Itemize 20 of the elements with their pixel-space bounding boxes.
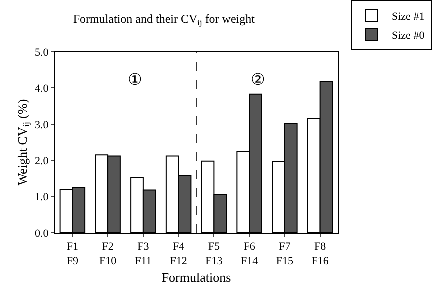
x-tick-label: F1 F9 (66, 241, 79, 268)
x-tick-label: F3 F11 (135, 241, 152, 268)
y-tick-label: 5.0 (35, 46, 50, 59)
x-tick-label: F4 F12 (170, 241, 188, 268)
y-tick-label: 1.0 (35, 192, 50, 204)
x-tick-label: F2 F10 (99, 241, 118, 268)
y-tick-label: 4.0 (35, 83, 50, 96)
x-tick-label: F7 F15 (276, 241, 294, 268)
x-tick-label: F8 F16 (312, 241, 330, 268)
x-tick-label: F5 F13 (206, 241, 224, 268)
x-axis-title: Formulations (162, 270, 232, 286)
x-tick-label: F6 F14 (240, 241, 259, 268)
annotation: ① (128, 72, 142, 89)
y-tick-label: 0.0 (35, 228, 50, 240)
y-tick-label: 2.0 (35, 155, 50, 168)
y-tick-label: 3.0 (35, 119, 50, 132)
legend-label: Size #1 (392, 10, 425, 23)
annotation: ② (251, 72, 265, 89)
legend-label: Size #0 (392, 30, 426, 42)
chart-title: Formulation and their CV$_{ij}$ for weight (73, 12, 256, 28)
